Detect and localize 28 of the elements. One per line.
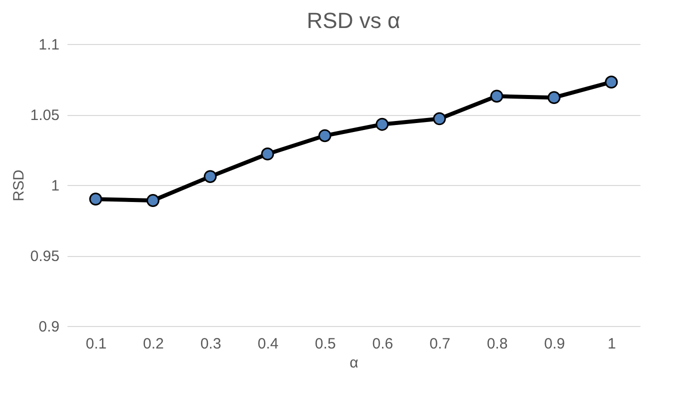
x-tick-label: 0.7 <box>430 336 450 352</box>
x-tick-label: 0.4 <box>258 336 278 352</box>
chart-title: RSD vs α <box>306 8 400 33</box>
y-axis-title: RSD <box>10 170 28 202</box>
x-tick-label: 0.5 <box>314 336 336 352</box>
x-tick-label: 1 <box>608 336 616 352</box>
point <box>318 129 332 142</box>
y-tick-label: 1 <box>51 178 60 194</box>
x-tick-label: 0.1 <box>86 336 107 352</box>
x-tick-label: 0.8 <box>486 336 508 352</box>
y-tick-label: 0.9 <box>38 318 60 336</box>
point <box>376 118 389 131</box>
x-tick-label: 0.6 <box>372 336 394 352</box>
point <box>548 91 560 104</box>
point <box>261 148 274 160</box>
y-tick-label: 1.1 <box>38 36 60 54</box>
x-axis-title: α <box>350 354 359 372</box>
x-tick-label: 0.3 <box>200 336 222 352</box>
point <box>89 192 102 206</box>
point <box>490 90 504 103</box>
point <box>146 194 160 207</box>
y-tick-label: 0.95 <box>30 248 60 265</box>
point <box>204 170 217 183</box>
y-tick-label: 1.05 <box>30 107 60 124</box>
point <box>604 76 618 89</box>
point <box>433 112 446 126</box>
x-tick-label: 0.9 <box>544 336 565 352</box>
x-tick-label: 0.2 <box>143 336 164 352</box>
